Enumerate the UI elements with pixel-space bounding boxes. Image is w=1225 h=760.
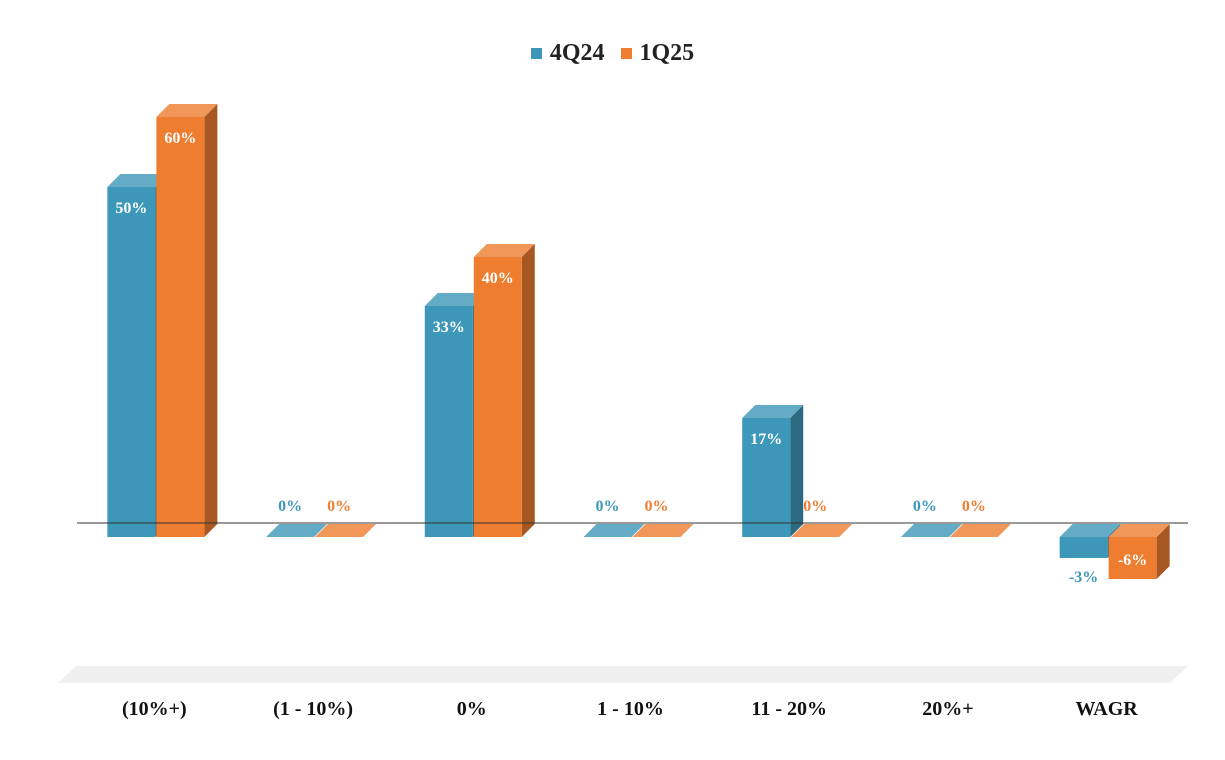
legend-label-1q25: 1Q25 — [639, 40, 695, 66]
x-tick-label-1: (1 - 10%) — [273, 698, 353, 720]
data-label-1q25-2: 40% — [482, 270, 514, 287]
data-label-4q24-1: 0% — [278, 498, 302, 515]
bar-4q24-0-top — [107, 174, 169, 187]
bar-1q25-0 — [156, 104, 218, 537]
data-label-4q24-3: 0% — [596, 498, 620, 515]
bar-4q24-2-top — [424, 293, 486, 306]
data-label-4q24-6: -3% — [1069, 569, 1098, 586]
bar-1q25-6-top — [1108, 524, 1170, 537]
data-label-4q24-5: 0% — [913, 498, 937, 515]
chart-floor — [58, 666, 1188, 683]
data-label-1q25-1: 0% — [327, 498, 351, 515]
bar-1q25-5 — [949, 524, 1011, 537]
bar-1q25-0-top — [156, 104, 218, 117]
x-tick-label-6: WAGR — [1076, 698, 1139, 720]
data-label-1q25-0: 60% — [164, 130, 196, 147]
data-label-1q25-4: 0% — [803, 498, 827, 515]
bar-1q25-0-front — [156, 117, 205, 537]
data-label-1q25-3: 0% — [645, 498, 669, 515]
bar-1q25-2-top — [473, 244, 535, 257]
bar-1q25-4 — [791, 524, 853, 537]
bar-1q25-1 — [315, 524, 377, 537]
bar-4q24-4-side — [790, 405, 804, 537]
bar-1q25-2-front — [473, 257, 522, 537]
bar-4q24-6-front — [1059, 537, 1108, 558]
bar-1q25-2-side — [521, 244, 535, 537]
bar-4q24-2-front — [424, 306, 473, 537]
bar-4q24-0 — [107, 174, 169, 537]
legend-item-1q25: 1Q25 — [620, 40, 695, 67]
data-label-4q24-4: 17% — [750, 431, 782, 448]
bar-4q24-4 — [742, 405, 804, 537]
bar-1q25-6 — [1108, 524, 1170, 579]
legend-label-4q24: 4Q24 — [549, 40, 605, 66]
bar-1q25-3 — [632, 524, 694, 537]
legend-swatch-4q24 — [530, 48, 542, 59]
bar-4q24-0-front — [107, 187, 156, 537]
bar-4q24-4-top — [742, 405, 804, 418]
x-tick-label-3: 1 - 10% — [597, 698, 664, 720]
data-label-1q25-5: 0% — [962, 498, 986, 515]
bar-4q24-3 — [583, 524, 645, 537]
x-tick-label-5: 20%+ — [922, 698, 973, 720]
bar-4q24-6-top — [1059, 524, 1121, 537]
x-tick-label-2: 0% — [457, 698, 487, 720]
legend-item-4q24: 4Q24 — [530, 40, 605, 67]
bar-1q25-0-side — [204, 104, 218, 537]
bar-1q25-6-front — [1108, 537, 1157, 579]
bar-4q24-4-front — [742, 418, 791, 537]
bar-1q25-6-side — [1156, 524, 1170, 579]
x-tick-label-4: 11 - 20% — [751, 698, 827, 720]
data-label-1q25-6: -6% — [1118, 552, 1147, 569]
data-label-4q24-0: 50% — [115, 200, 147, 217]
legend-swatch-1q25 — [620, 48, 632, 59]
bar-4q24-1 — [266, 524, 328, 537]
chart-legend: 4Q24 1Q25 — [0, 40, 1225, 67]
bar-4q24-5 — [900, 524, 962, 537]
x-tick-label-0: (10%+) — [122, 698, 187, 720]
bar-1q25-2 — [473, 244, 535, 537]
data-label-4q24-2: 33% — [433, 319, 465, 336]
